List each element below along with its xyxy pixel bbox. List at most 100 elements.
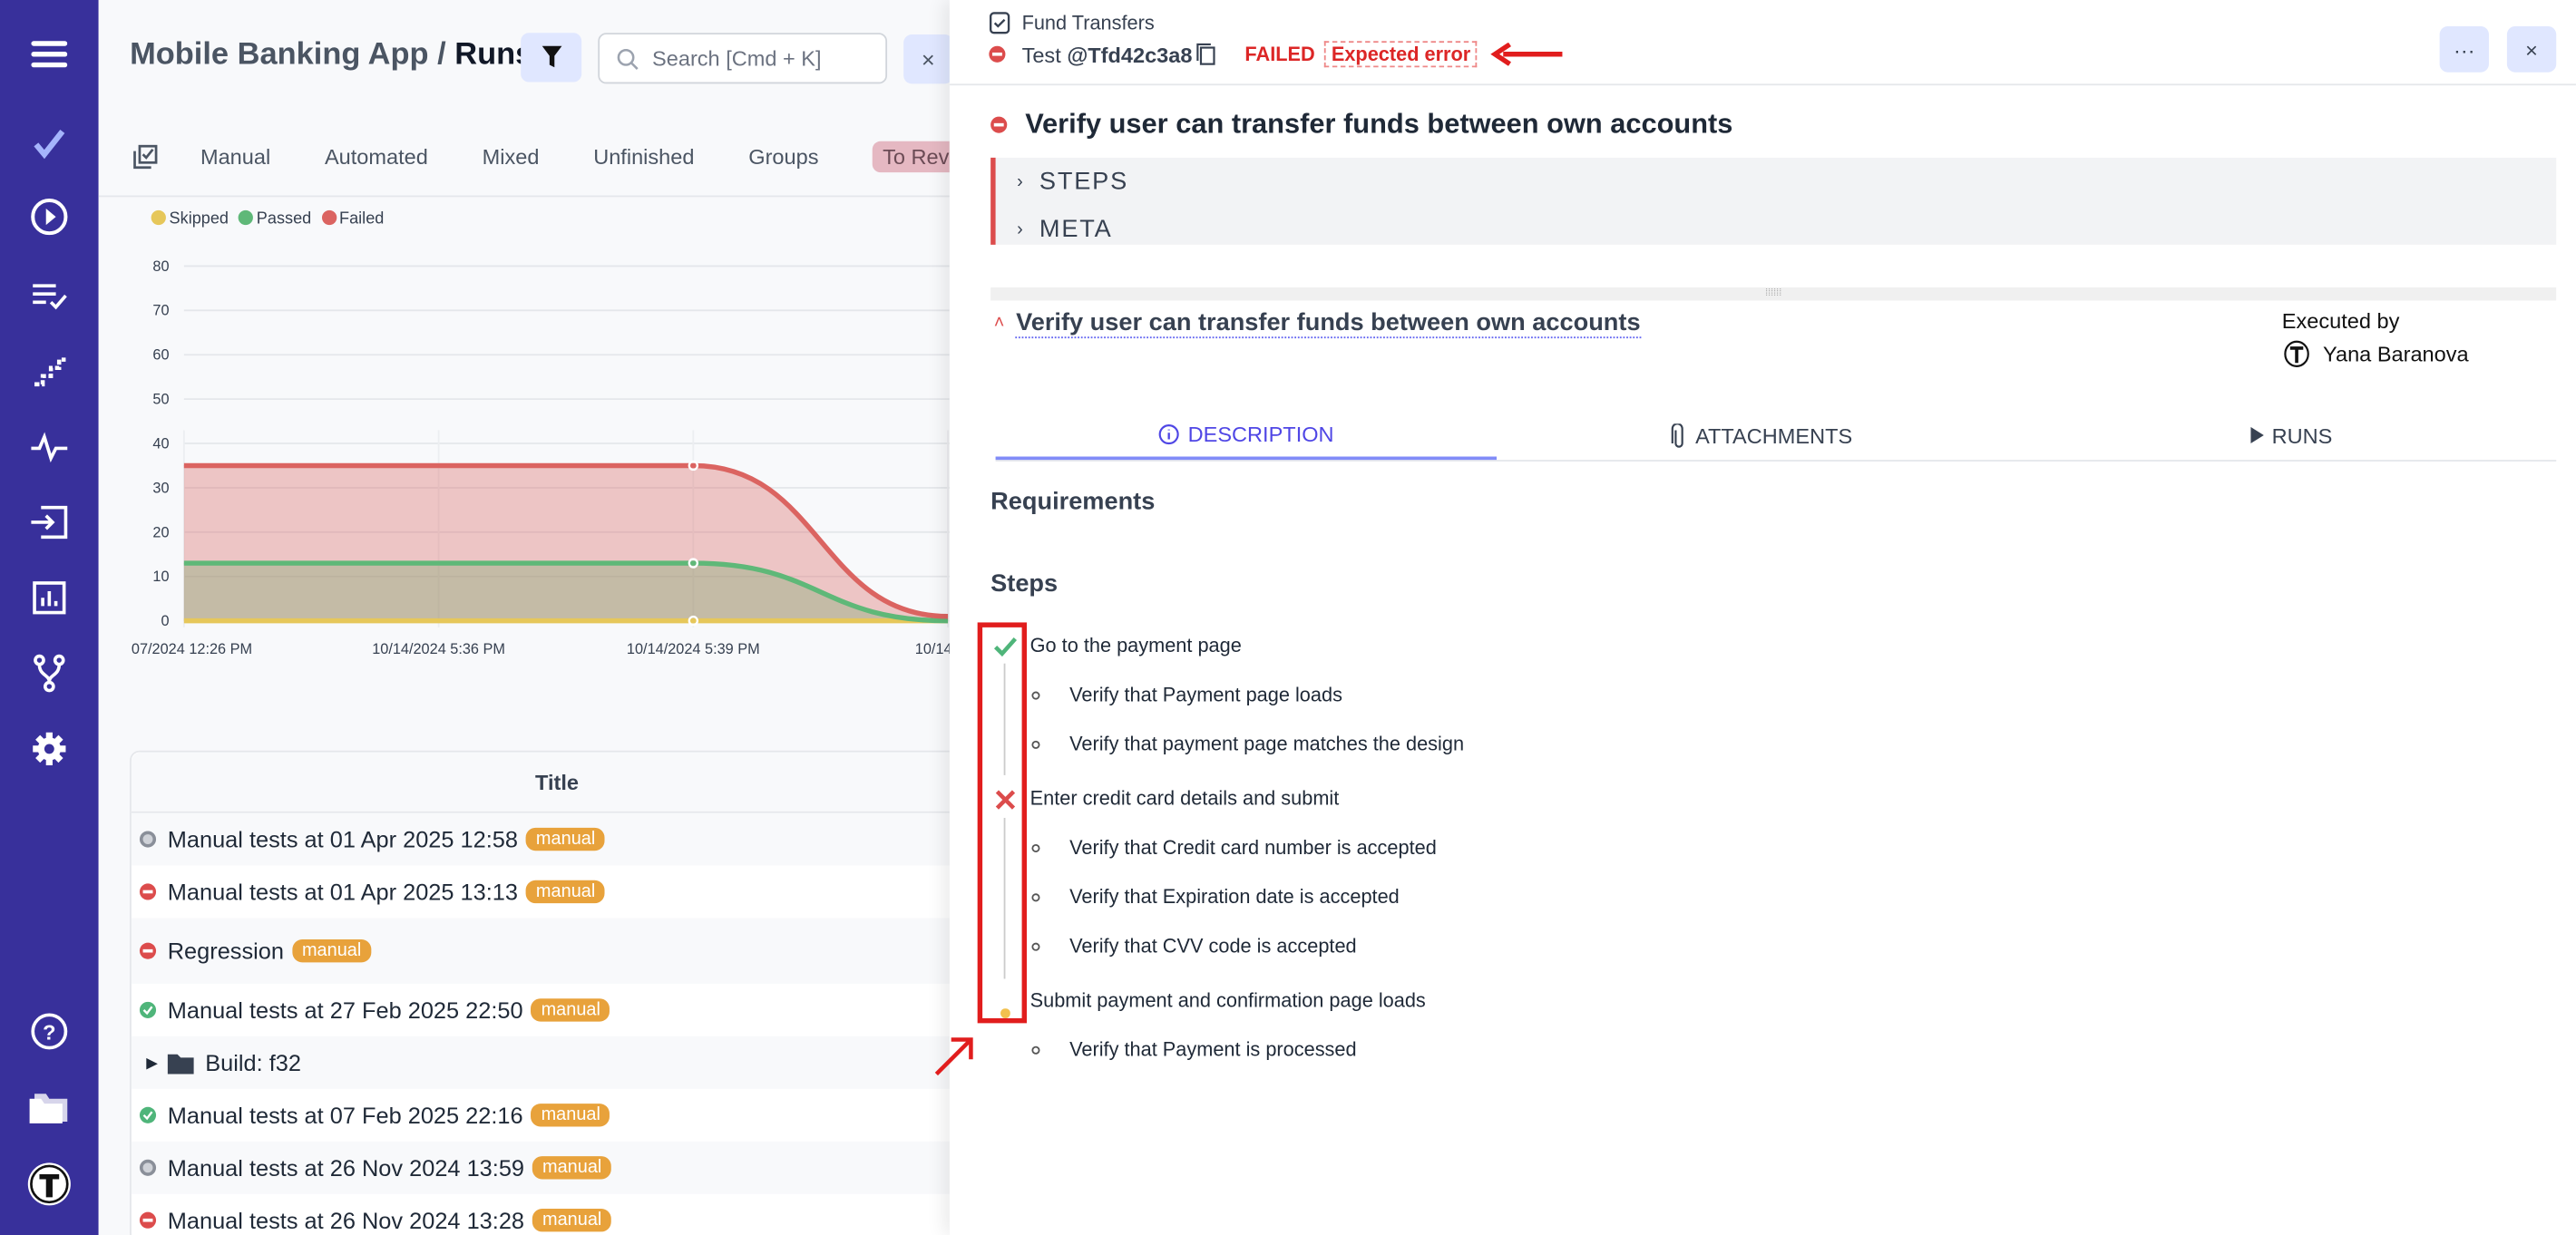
help-icon[interactable]: ? bbox=[23, 1008, 75, 1055]
legend-passed[interactable]: Passed bbox=[238, 209, 311, 229]
arrow-annotation-icon bbox=[1490, 43, 1563, 66]
runs-chart: 0 10 20 30 40 50 60 70 80 07/2024 12:26 PM 10/14/2… bbox=[132, 258, 950, 657]
passed-status-icon bbox=[139, 1106, 157, 1123]
status-failed: FAILED bbox=[1244, 43, 1315, 66]
step-2: Enter credit card details and submit bbox=[1029, 786, 1340, 810]
filter-tabs: Manual Automated Mixed Unfinished Groups… bbox=[132, 141, 950, 173]
menu-icon[interactable] bbox=[23, 31, 75, 77]
manual-badge: manual bbox=[531, 1104, 610, 1127]
more-button[interactable]: ··· bbox=[2439, 25, 2489, 73]
svg-text:?: ? bbox=[43, 1020, 55, 1044]
sub-step: Verify that CVV code is accepted bbox=[1031, 935, 1357, 958]
sub-step: Verify that Payment is processed bbox=[1031, 1038, 1357, 1061]
play-circle-icon[interactable] bbox=[23, 194, 75, 240]
table-row[interactable]: Manual tests at 01 Apr 2025 13:13 manual bbox=[132, 866, 950, 919]
close-search-button[interactable]: × bbox=[903, 34, 950, 84]
table-row[interactable]: Manual tests at 26 Nov 2024 13:59 manual bbox=[131, 1141, 950, 1194]
paperclip-icon bbox=[1671, 423, 1683, 447]
y-tick-label: 0 bbox=[161, 613, 169, 629]
tab-manual[interactable]: Manual bbox=[200, 144, 271, 170]
filter-icon bbox=[541, 45, 561, 68]
tab-description[interactable]: DESCRIPTION bbox=[995, 411, 1498, 461]
test-id: @Tfd42c3a8 bbox=[1067, 42, 1193, 67]
executor-name: Yana Baranova bbox=[2323, 341, 2469, 366]
legend-skipped[interactable]: Skipped bbox=[151, 209, 229, 229]
point-skipped[interactable] bbox=[688, 615, 699, 627]
tab-unfinished[interactable]: Unfinished bbox=[593, 144, 695, 170]
executed-by-user: Yana Baranova bbox=[2284, 340, 2469, 368]
import-icon[interactable] bbox=[23, 500, 75, 546]
bullet-icon bbox=[1031, 740, 1040, 749]
run-title[interactable]: Manual tests at 07 Feb 2025 22:16 bbox=[167, 1102, 523, 1129]
manual-badge: manual bbox=[532, 1209, 612, 1232]
copy-icon[interactable] bbox=[1195, 43, 1215, 65]
tab-to-review[interactable]: To Review bbox=[873, 141, 950, 173]
legend-failed[interactable]: Failed bbox=[321, 209, 384, 229]
section-steps[interactable]: › STEPS bbox=[1017, 167, 1129, 196]
logo-avatar-icon[interactable] bbox=[23, 1162, 75, 1208]
check-icon bbox=[993, 636, 1018, 666]
section-meta[interactable]: › META bbox=[1017, 215, 1113, 244]
y-tick-label: 40 bbox=[152, 435, 169, 452]
test-detail-panel: Fund Transfers Test @Tfd42c3a8 FAILED Ex… bbox=[934, 0, 2576, 1235]
highlight-annotation bbox=[977, 622, 1027, 1024]
x-tick-label: 10/14/2024 5:39 PM bbox=[627, 641, 760, 657]
filter-button[interactable] bbox=[521, 33, 582, 83]
y-tick-label: 50 bbox=[152, 392, 169, 408]
step-1: Go to the payment page bbox=[1029, 634, 1242, 657]
resize-handle[interactable]: ⁞⁞⁞⁞⁞⁞ bbox=[990, 287, 2557, 301]
manual-badge: manual bbox=[292, 939, 372, 963]
point-failed[interactable] bbox=[688, 460, 699, 472]
sub-step: Verify that payment page matches the des… bbox=[1031, 733, 1464, 755]
tab-runs[interactable]: RUNS bbox=[2026, 411, 2556, 460]
line-passed bbox=[183, 560, 949, 624]
breadcrumb-project[interactable]: Mobile Banking App bbox=[130, 37, 429, 73]
pulse-icon[interactable] bbox=[23, 423, 75, 470]
tab-attachments[interactable]: ATTACHMENTS bbox=[1497, 411, 2026, 460]
failed-status-icon bbox=[139, 1211, 157, 1229]
table-row[interactable]: Regression manual bbox=[131, 918, 950, 984]
folder-icon bbox=[167, 1053, 194, 1074]
suite-link[interactable]: Fund Transfers bbox=[989, 11, 1155, 35]
run-title[interactable]: Manual tests at 26 Nov 2024 13:28 bbox=[167, 1207, 525, 1234]
multi-select-icon[interactable] bbox=[132, 143, 158, 170]
list-check-icon[interactable] bbox=[23, 273, 75, 319]
table-row[interactable]: Manual tests at 26 Nov 2024 13:28 manual bbox=[132, 1194, 950, 1235]
run-title[interactable]: Manual tests at 26 Nov 2024 13:59 bbox=[167, 1154, 525, 1182]
analytics-icon[interactable] bbox=[23, 575, 75, 621]
chevron-right-icon: › bbox=[1017, 219, 1025, 239]
folder-icon[interactable] bbox=[23, 1084, 75, 1130]
table-row[interactable]: Manual tests at 07 Feb 2025 22:16 manual bbox=[132, 1089, 950, 1142]
arrow-annotation-icon bbox=[934, 1037, 973, 1076]
check-icon[interactable] bbox=[23, 120, 75, 166]
y-tick-label: 10 bbox=[152, 569, 169, 585]
chevron-up-icon[interactable]: ˄ bbox=[993, 313, 1005, 334]
run-title[interactable]: Regression bbox=[167, 938, 285, 965]
branch-icon[interactable] bbox=[23, 650, 75, 696]
suite-name: Fund Transfers bbox=[1021, 11, 1155, 35]
tab-automated[interactable]: Automated bbox=[324, 144, 428, 170]
run-title[interactable]: Build: f32 bbox=[205, 1049, 301, 1076]
column-header-title[interactable]: Title bbox=[131, 752, 950, 813]
table-row[interactable]: Manual tests at 27 Feb 2025 22:50 manual bbox=[132, 984, 950, 1036]
gear-icon[interactable] bbox=[23, 726, 75, 773]
page-title: Runs bbox=[454, 37, 533, 73]
bullet-icon bbox=[1031, 843, 1040, 853]
caret-right-icon[interactable]: ▶ bbox=[146, 1053, 158, 1070]
tab-groups[interactable]: Groups bbox=[748, 144, 819, 170]
x-tick-label: 10/14/202 bbox=[915, 641, 950, 657]
group-row[interactable]: ▶ Build: f32 bbox=[131, 1036, 950, 1089]
close-panel-button[interactable]: × bbox=[2506, 25, 2557, 73]
search-icon bbox=[617, 48, 639, 70]
tab-mixed[interactable]: Mixed bbox=[482, 144, 540, 170]
test-subtitle-link[interactable]: Verify user can transfer funds between o… bbox=[1016, 308, 1641, 339]
run-title[interactable]: Manual tests at 27 Feb 2025 22:50 bbox=[167, 997, 523, 1024]
run-title[interactable]: Manual tests at 01 Apr 2025 12:58 bbox=[167, 826, 519, 853]
steps-icon[interactable] bbox=[23, 348, 75, 394]
search-input[interactable]: Search [Cmd + K] bbox=[598, 33, 888, 84]
point-passed[interactable] bbox=[688, 558, 699, 569]
breadcrumb: Mobile Banking App / Runs bbox=[130, 38, 532, 74]
run-title[interactable]: Manual tests at 01 Apr 2025 13:13 bbox=[167, 878, 519, 905]
y-tick-label: 20 bbox=[152, 524, 169, 540]
table-row[interactable]: Manual tests at 01 Apr 2025 12:58 manual bbox=[131, 812, 950, 866]
